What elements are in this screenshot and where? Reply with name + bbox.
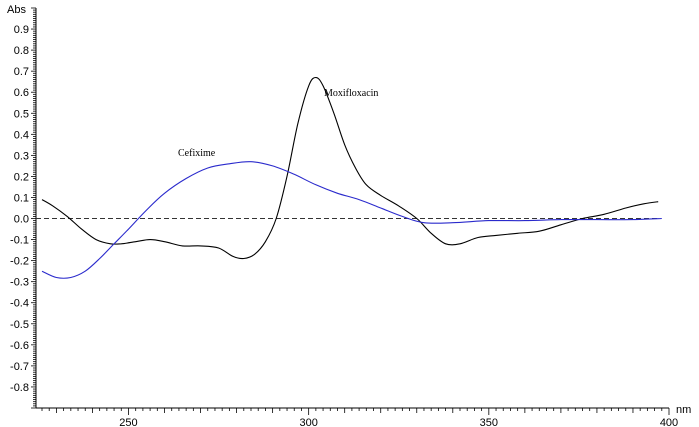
x-tick-label: 250 bbox=[119, 417, 137, 427]
y-tick-label: 0.1 bbox=[14, 192, 29, 204]
y-tick-label: -0.1 bbox=[10, 235, 29, 247]
y-tick-label: 0.6 bbox=[14, 87, 29, 99]
y-tick-label: -0.8 bbox=[10, 382, 29, 394]
y-axis-label: Abs bbox=[7, 4, 26, 16]
y-tick-label: 0.0 bbox=[14, 214, 29, 226]
y-tick-label: 0.3 bbox=[14, 150, 29, 162]
x-axis: 250 300 350 400 bbox=[41, 408, 678, 427]
plot-frame bbox=[35, 8, 669, 409]
x-tick-label: 400 bbox=[660, 417, 678, 427]
y-tick-label: 0.8 bbox=[14, 45, 29, 57]
y-tick-label: -0.7 bbox=[10, 361, 29, 373]
y-tick-label: 0.5 bbox=[14, 108, 29, 120]
y-tick-label: -0.2 bbox=[10, 256, 29, 268]
annotation-cefixime: Cefixime bbox=[178, 148, 216, 159]
y-tick-label: -0.3 bbox=[10, 277, 29, 289]
series-layer bbox=[36, 76, 662, 279]
y-axis: 0.9 0.8 0.7 0.6 0.5 0.4 0.3 0.2 0.1 0.0 -0.1 -0.2 -0… bbox=[10, 7, 36, 409]
y-tick-label: 0.9 bbox=[14, 24, 29, 36]
y-tick-label: -0.6 bbox=[10, 340, 29, 352]
y-tick-label: -0.4 bbox=[10, 298, 29, 310]
y-tick-label: 0.4 bbox=[14, 129, 29, 141]
x-axis-label: nm bbox=[676, 404, 691, 416]
series-line-moxifloxacin bbox=[41, 76, 659, 260]
y-tick-label: -0.5 bbox=[10, 319, 29, 331]
x-tick-label: 350 bbox=[480, 417, 498, 427]
y-tick-label: 0.7 bbox=[14, 66, 29, 78]
y-tick-label: 0.2 bbox=[14, 171, 29, 183]
x-tick-label: 300 bbox=[299, 417, 317, 427]
annotation-moxifloxacin: Moxifloxacin bbox=[324, 88, 378, 99]
series-line-cefixime bbox=[41, 161, 662, 279]
